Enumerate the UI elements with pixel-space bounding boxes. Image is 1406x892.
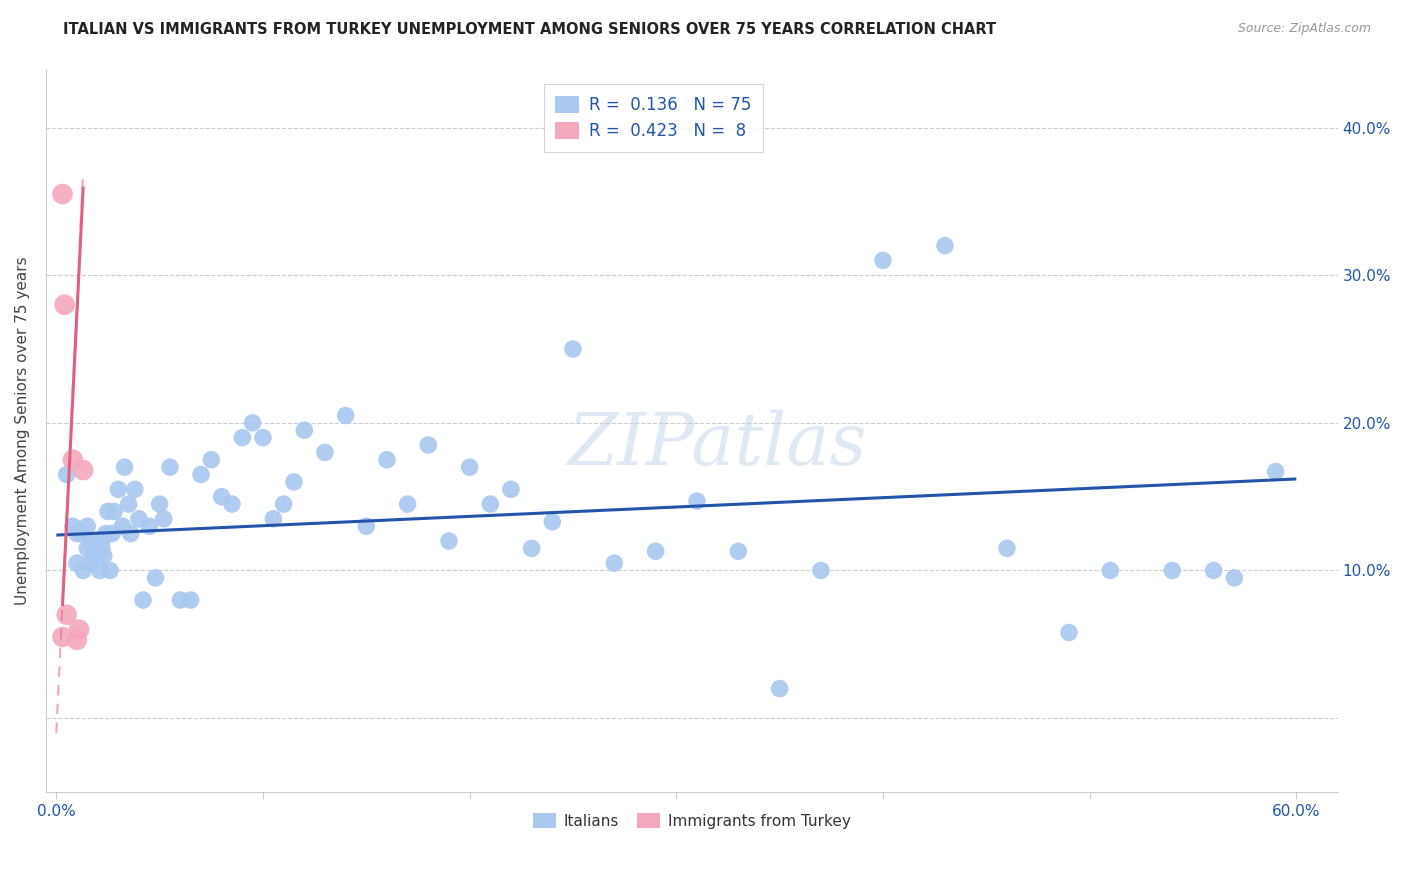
Point — [51, 630, 73, 644]
Point — [51, 187, 73, 202]
Point — [67, 623, 90, 637]
Point — [479, 497, 502, 511]
Point — [159, 460, 181, 475]
Point — [520, 541, 543, 556]
Point — [335, 409, 357, 423]
Point — [145, 571, 167, 585]
Point — [221, 497, 243, 511]
Point — [769, 681, 792, 696]
Point — [1057, 625, 1080, 640]
Point — [124, 483, 146, 497]
Point — [66, 526, 89, 541]
Point — [53, 298, 76, 312]
Point — [111, 519, 134, 533]
Point — [211, 490, 233, 504]
Point — [66, 556, 89, 570]
Point — [152, 512, 174, 526]
Point — [107, 483, 129, 497]
Point — [262, 512, 284, 526]
Point — [62, 452, 84, 467]
Point — [128, 512, 150, 526]
Point — [90, 541, 112, 556]
Point — [252, 431, 274, 445]
Point — [727, 544, 749, 558]
Point — [90, 533, 112, 548]
Point — [86, 533, 108, 548]
Point — [283, 475, 305, 489]
Point — [132, 593, 155, 607]
Point — [97, 504, 120, 518]
Point — [80, 533, 103, 548]
Point — [83, 549, 105, 563]
Point — [1161, 564, 1184, 578]
Point — [314, 445, 336, 459]
Point — [169, 593, 191, 607]
Point — [200, 452, 222, 467]
Point — [644, 544, 666, 558]
Point — [62, 519, 84, 533]
Point — [138, 519, 160, 533]
Point — [686, 494, 709, 508]
Point — [396, 497, 419, 511]
Point — [375, 452, 398, 467]
Point — [72, 564, 94, 578]
Point — [89, 564, 111, 578]
Text: ITALIAN VS IMMIGRANTS FROM TURKEY UNEMPLOYMENT AMONG SENIORS OVER 75 YEARS CORRE: ITALIAN VS IMMIGRANTS FROM TURKEY UNEMPL… — [63, 22, 997, 37]
Point — [995, 541, 1018, 556]
Point — [76, 519, 98, 533]
Point — [418, 438, 440, 452]
Point — [356, 519, 378, 533]
Point — [292, 423, 315, 437]
Point — [117, 497, 139, 511]
Point — [55, 467, 77, 482]
Point — [76, 541, 98, 556]
Point — [934, 238, 956, 252]
Point — [180, 593, 202, 607]
Point — [70, 526, 93, 541]
Point — [79, 556, 101, 570]
Point — [72, 463, 94, 477]
Y-axis label: Unemployment Among Seniors over 75 years: Unemployment Among Seniors over 75 years — [15, 256, 30, 605]
Point — [458, 460, 481, 475]
Point — [94, 526, 117, 541]
Point — [231, 431, 253, 445]
Point — [114, 460, 136, 475]
Point — [55, 607, 77, 622]
Text: Source: ZipAtlas.com: Source: ZipAtlas.com — [1237, 22, 1371, 36]
Point — [120, 526, 142, 541]
Legend: Italians, Immigrants from Turkey: Italians, Immigrants from Turkey — [527, 807, 856, 835]
Point — [541, 515, 564, 529]
Point — [93, 549, 115, 563]
Point — [101, 526, 124, 541]
Point — [1202, 564, 1225, 578]
Point — [273, 497, 295, 511]
Point — [562, 342, 585, 356]
Point — [603, 556, 626, 570]
Point — [242, 416, 264, 430]
Point — [437, 533, 460, 548]
Point — [1223, 571, 1246, 585]
Point — [103, 504, 125, 518]
Point — [1264, 465, 1286, 479]
Point — [66, 632, 89, 647]
Point — [149, 497, 172, 511]
Text: ZIPatlas: ZIPatlas — [568, 409, 868, 480]
Point — [1099, 564, 1122, 578]
Point — [98, 564, 121, 578]
Point — [872, 253, 894, 268]
Point — [190, 467, 212, 482]
Point — [499, 483, 522, 497]
Point — [810, 564, 832, 578]
